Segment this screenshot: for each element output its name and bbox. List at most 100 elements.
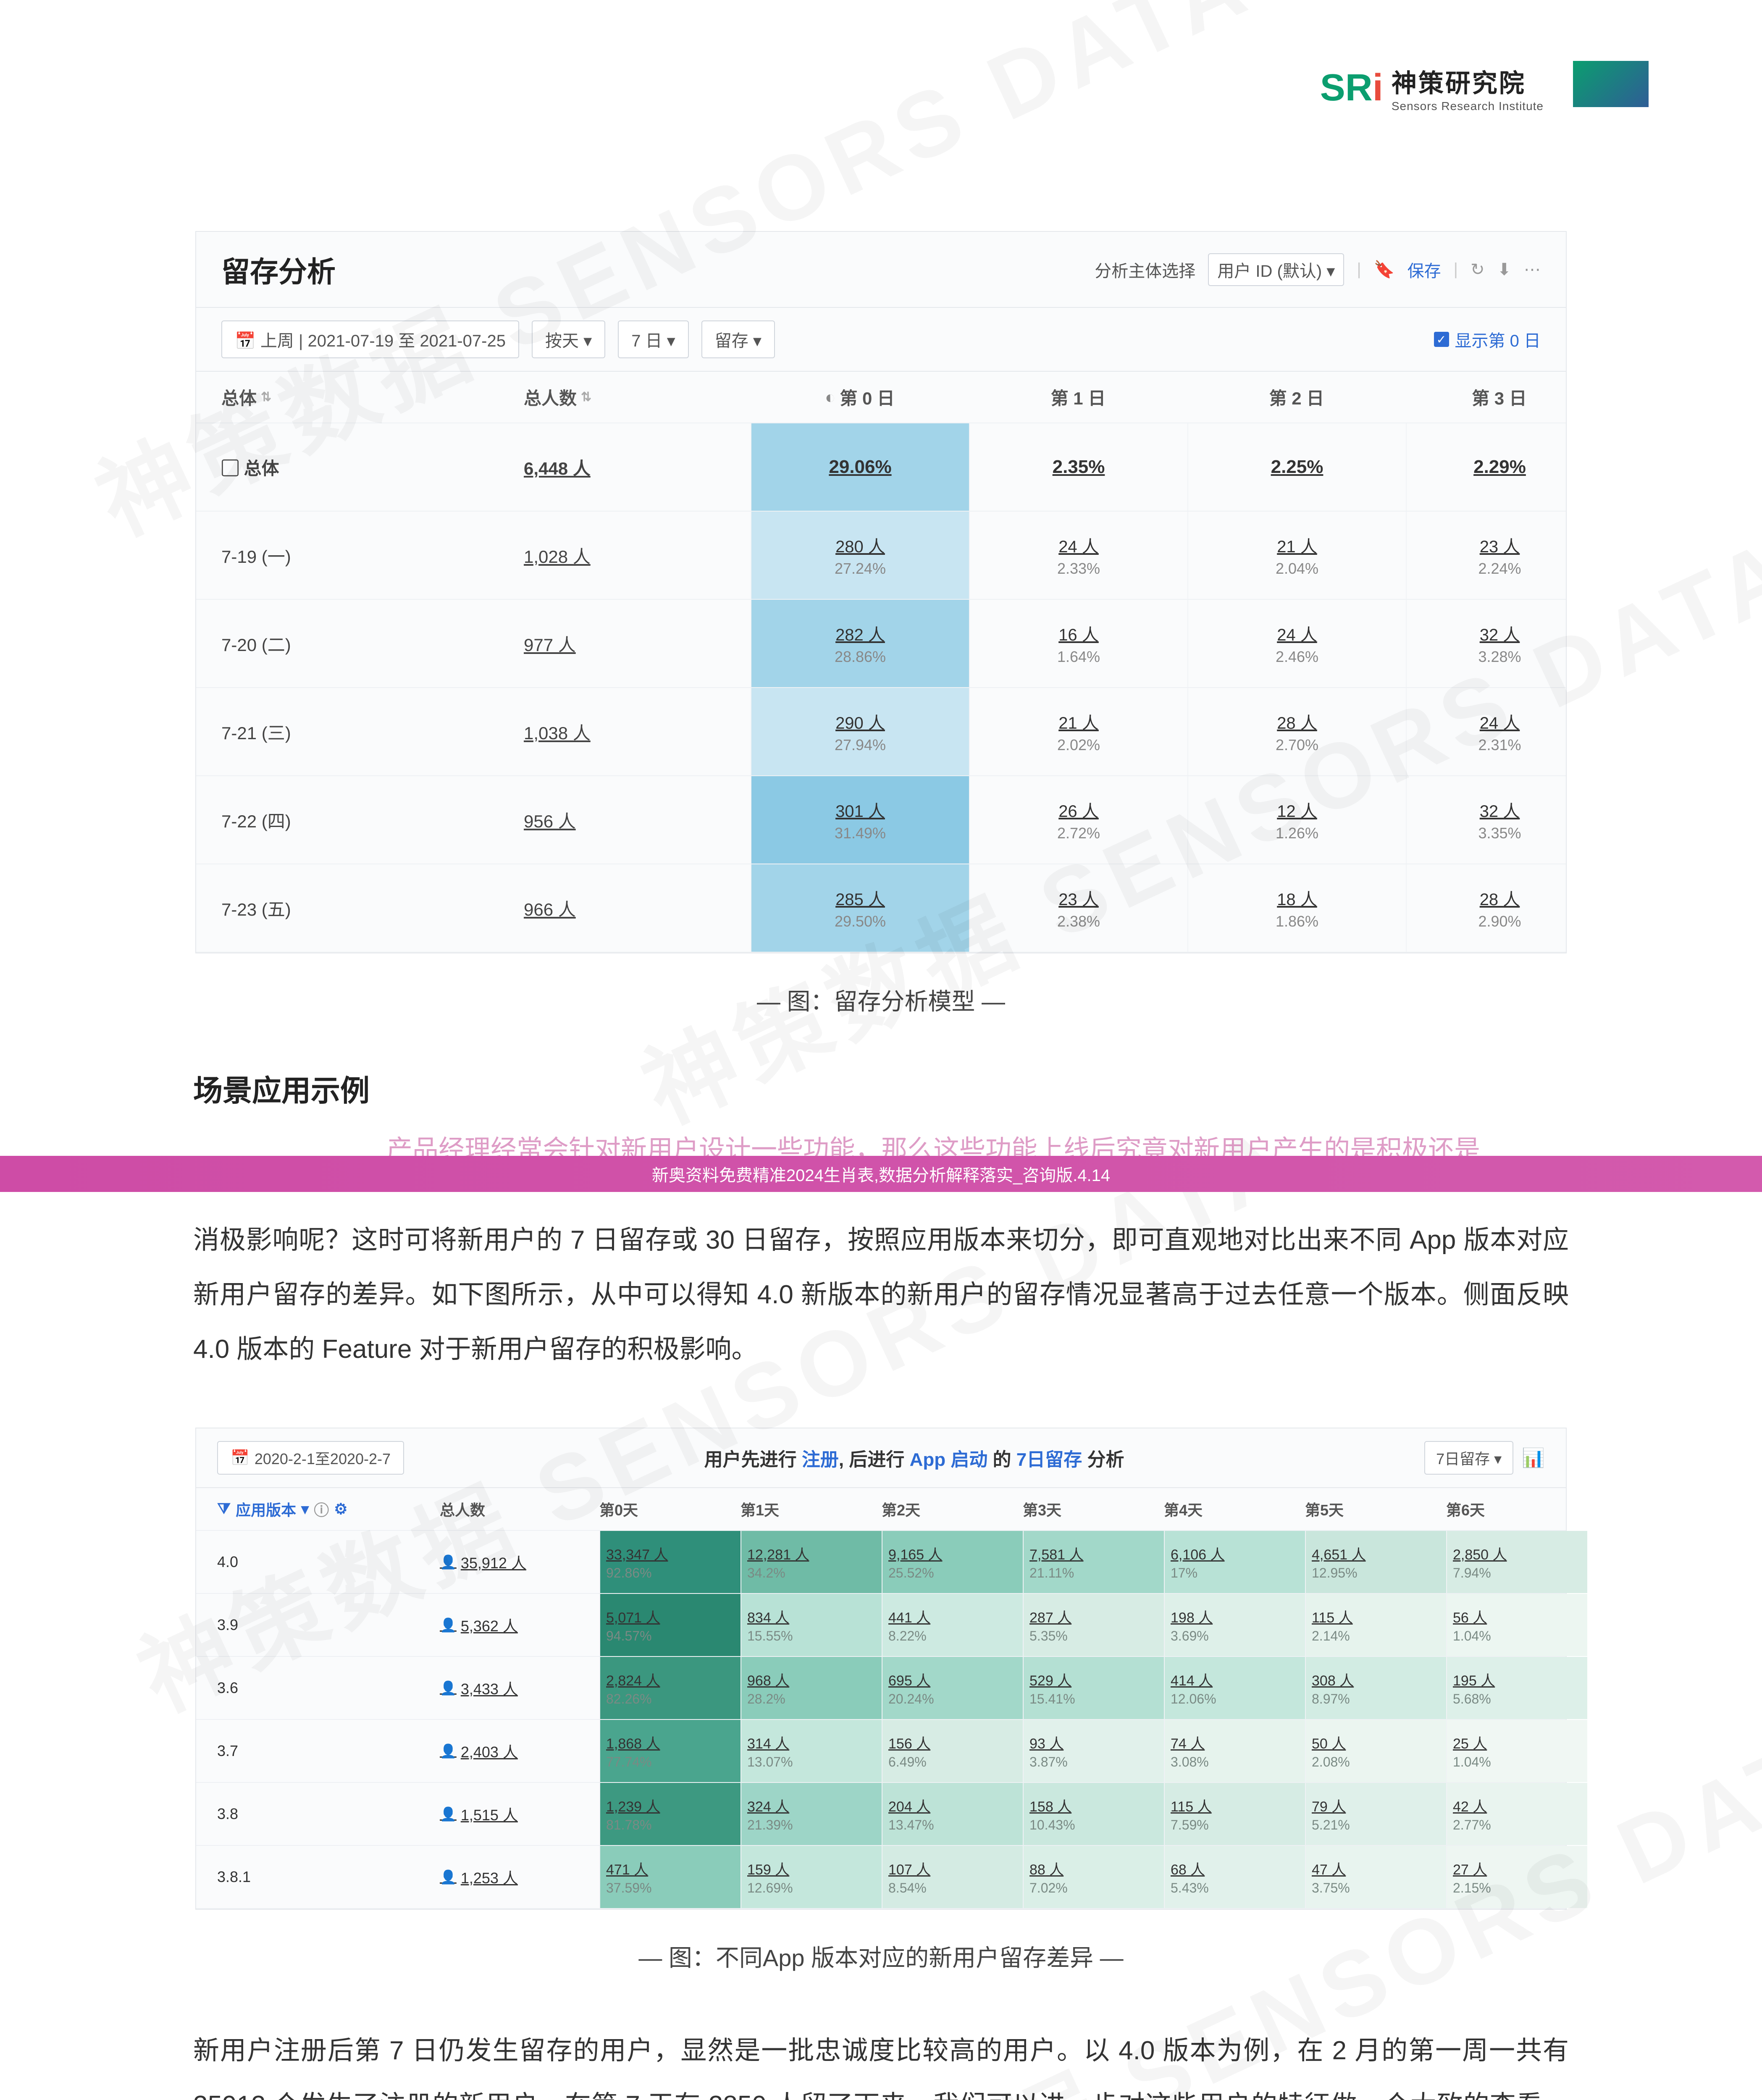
retention-cell[interactable]: 441 人8.22% xyxy=(882,1594,1023,1656)
version-total[interactable]: 👤3,433 人 xyxy=(440,1657,599,1719)
retention-cell[interactable]: 25 人1.04% xyxy=(1446,1720,1587,1782)
retention-cell[interactable]: 50 人2.08% xyxy=(1305,1720,1446,1782)
retention-cell[interactable]: 6,106 人17% xyxy=(1164,1531,1305,1593)
row-total[interactable]: 977 人 xyxy=(524,631,751,656)
t2-retention-chip[interactable]: 7日留存 ▾ xyxy=(1424,1441,1513,1475)
retention-cell[interactable]: 156 人6.49% xyxy=(882,1720,1023,1782)
info-icon[interactable]: ⓘ xyxy=(314,1498,329,1520)
retention-cell[interactable]: 4,651 人12.95% xyxy=(1305,1531,1446,1593)
retention-cell[interactable]: 23 人2.24% xyxy=(1406,512,1593,599)
retention-cell[interactable]: 2,824 人82.26% xyxy=(599,1657,741,1719)
col-total[interactable]: 总人数 ⇅ xyxy=(524,384,751,410)
retention-cell[interactable]: 285 人29.50% xyxy=(751,864,969,952)
retention-cell[interactable]: 301 人31.49% xyxy=(751,776,969,864)
retention-cell[interactable]: 529 人15.41% xyxy=(1023,1657,1164,1719)
retention-cell[interactable]: 1,868 人77.74% xyxy=(599,1720,741,1782)
retention-cell[interactable]: 195 人5.68% xyxy=(1446,1657,1587,1719)
retention-cell[interactable]: 18 人1.86% xyxy=(1187,864,1406,952)
retention-cell[interactable]: 968 人28.2% xyxy=(741,1657,882,1719)
retention-cell[interactable]: 204 人13.47% xyxy=(882,1783,1023,1845)
retention-cell[interactable]: 5,071 人94.57% xyxy=(599,1594,741,1656)
retention-cell[interactable]: 324 人21.39% xyxy=(741,1783,882,1845)
retention-cell[interactable]: 33,347 人92.86% xyxy=(599,1531,741,1593)
retention-cell[interactable]: 56 人1.04% xyxy=(1446,1594,1587,1656)
col-label[interactable]: 总体 ⇅ xyxy=(221,384,524,410)
retention-cell[interactable]: 21 人2.02% xyxy=(969,688,1187,775)
retention-cell[interactable]: 74 人3.08% xyxy=(1164,1720,1305,1782)
retention-cell[interactable]: 314 人13.07% xyxy=(741,1720,882,1782)
retention-cell[interactable]: 159 人12.69% xyxy=(741,1846,882,1908)
version-total[interactable]: 👤1,515 人 xyxy=(440,1783,599,1845)
t2-col-d1[interactable]: 第1天 xyxy=(741,1498,882,1520)
retention-cell[interactable]: 7,581 人21.11% xyxy=(1023,1531,1164,1593)
more-icon[interactable]: ⋯ xyxy=(1524,260,1541,279)
chart-toggle-icon[interactable]: 📊 xyxy=(1522,1447,1545,1469)
t2-col-d6[interactable]: 第6天 xyxy=(1446,1498,1587,1520)
bookmark-icon[interactable]: 🔖 xyxy=(1374,260,1395,279)
version-total[interactable]: 👤1,253 人 xyxy=(440,1846,599,1908)
retention-cell[interactable]: 12 人1.26% xyxy=(1187,776,1406,864)
version-total[interactable]: 👤35,912 人 xyxy=(440,1531,599,1593)
retention-cell[interactable]: 24 人2.46% xyxy=(1187,600,1406,687)
type-chip[interactable]: 留存 ▾ xyxy=(701,320,775,358)
retention-cell[interactable]: 198 人3.69% xyxy=(1164,1594,1305,1656)
retention-cell[interactable]: 290 人27.94% xyxy=(751,688,969,775)
days-chip[interactable]: 7 日 ▾ xyxy=(618,320,689,358)
download-icon[interactable]: ⬇ xyxy=(1497,260,1511,279)
t2-col-total[interactable]: 总人数 xyxy=(440,1498,599,1520)
row-total[interactable]: 1,028 人 xyxy=(524,543,751,568)
retention-cell[interactable]: 471 人37.59% xyxy=(599,1846,741,1908)
retention-cell[interactable]: 2.29% xyxy=(1406,423,1593,511)
show-day0-checkbox[interactable]: ✓ 显示第 0 日 xyxy=(1434,327,1541,352)
retention-cell[interactable]: 68 人5.43% xyxy=(1164,1846,1305,1908)
retention-cell[interactable]: 695 人20.24% xyxy=(882,1657,1023,1719)
retention-cell[interactable]: 88 人7.02% xyxy=(1023,1846,1164,1908)
retention-cell[interactable]: 2.25% xyxy=(1187,423,1406,511)
retention-cell[interactable]: 27 人2.15% xyxy=(1446,1846,1587,1908)
t2-col-version[interactable]: ⧩ 应用版本 ▾ ⓘ ⚙ xyxy=(217,1498,440,1520)
retention-cell[interactable]: 29.06% xyxy=(751,423,969,511)
retention-cell[interactable]: 107 人8.54% xyxy=(882,1846,1023,1908)
t2-col-d2[interactable]: 第2天 xyxy=(882,1498,1023,1520)
retention-cell[interactable]: 16 人1.64% xyxy=(969,600,1187,687)
retention-cell[interactable]: 2.35% xyxy=(969,423,1187,511)
retention-cell[interactable]: 47 人3.75% xyxy=(1305,1846,1446,1908)
t2-col-d3[interactable]: 第3天 xyxy=(1023,1498,1164,1520)
retention-cell[interactable]: 12,281 人34.2% xyxy=(741,1531,882,1593)
row-total[interactable]: 1,038 人 xyxy=(524,719,751,745)
retention-cell[interactable]: 93 人3.87% xyxy=(1023,1720,1164,1782)
col-day0[interactable]: ◐ 第 0 日 xyxy=(751,384,969,410)
t2-col-d0[interactable]: 第0天 xyxy=(599,1498,741,1520)
gear-icon[interactable]: ⚙ xyxy=(334,1500,347,1518)
row-total[interactable]: 966 人 xyxy=(524,895,751,921)
retention-cell[interactable]: 79 人5.21% xyxy=(1305,1783,1446,1845)
retention-cell[interactable]: 287 人5.35% xyxy=(1023,1594,1164,1656)
retention-cell[interactable]: 32 人3.28% xyxy=(1406,600,1593,687)
retention-cell[interactable]: 28 人2.70% xyxy=(1187,688,1406,775)
retention-cell[interactable]: 42 人2.77% xyxy=(1446,1783,1587,1845)
retention-cell[interactable]: 24 人2.31% xyxy=(1406,688,1593,775)
col-day2[interactable]: 第 2 日 xyxy=(1187,384,1406,410)
row-total[interactable]: 956 人 xyxy=(524,807,751,833)
retention-cell[interactable]: 32 人3.35% xyxy=(1406,776,1593,864)
retention-cell[interactable]: 21 人2.04% xyxy=(1187,512,1406,599)
retention-cell[interactable]: 28 人2.90% xyxy=(1406,864,1593,952)
retention-cell[interactable]: 9,165 人25.52% xyxy=(882,1531,1023,1593)
save-button[interactable]: 保存 xyxy=(1407,257,1441,282)
t2-col-d4[interactable]: 第4天 xyxy=(1164,1498,1305,1520)
date-range-chip[interactable]: 📅 上周 | 2021-07-19 至 2021-07-25 xyxy=(221,320,519,358)
t2-col-d5[interactable]: 第5天 xyxy=(1305,1498,1446,1520)
retention-cell[interactable]: 1,239 人81.78% xyxy=(599,1783,741,1845)
retention-cell[interactable]: 308 人8.97% xyxy=(1305,1657,1446,1719)
retention-cell[interactable]: 280 人27.24% xyxy=(751,512,969,599)
t2-date-chip[interactable]: 📅 2020-2-1至2020-2-7 xyxy=(217,1441,404,1475)
retention-cell[interactable]: 115 人2.14% xyxy=(1305,1594,1446,1656)
version-total[interactable]: 👤5,362 人 xyxy=(440,1594,599,1656)
col-day1[interactable]: 第 1 日 xyxy=(969,384,1187,410)
retention-cell[interactable]: 2,850 人7.94% xyxy=(1446,1531,1587,1593)
refresh-icon[interactable]: ↻ xyxy=(1471,260,1485,279)
subject-select[interactable]: 用户 ID (默认) ▾ xyxy=(1208,253,1344,286)
retention-cell[interactable]: 24 人2.33% xyxy=(969,512,1187,599)
granularity-chip[interactable]: 按天 ▾ xyxy=(532,320,605,358)
retention-cell[interactable]: 834 人15.55% xyxy=(741,1594,882,1656)
